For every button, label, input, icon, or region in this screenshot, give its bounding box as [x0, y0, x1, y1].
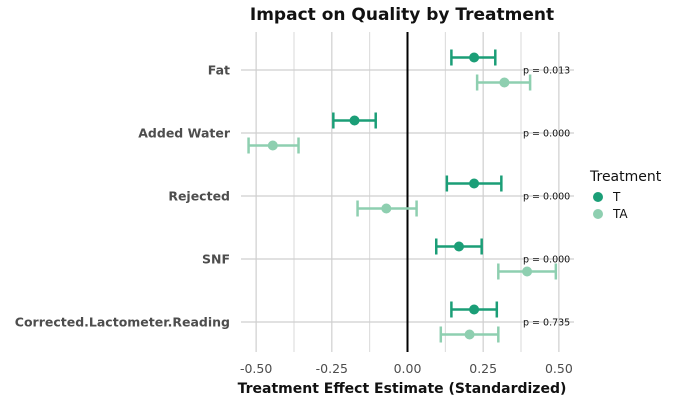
x-tick-label: 0.50	[545, 361, 573, 376]
point-estimate	[464, 329, 475, 340]
x-tick-label: -0.25	[316, 361, 348, 376]
error-bar-t	[445, 175, 503, 192]
legend-key-ta	[593, 209, 603, 219]
point-estimate	[469, 52, 480, 63]
error-bar-t	[332, 112, 377, 129]
p-value-label: p = 0.000	[523, 129, 570, 140]
x-tick-label: -0.50	[240, 361, 272, 376]
error-bar-t	[450, 49, 497, 66]
point-estimate	[381, 203, 392, 214]
error-bar-ta	[439, 326, 500, 343]
point-estimate	[499, 77, 510, 88]
x-tick-labels: -0.50 -0.25 0.00 0.25 0.50	[240, 361, 573, 376]
x-tick-label: 0.25	[469, 361, 497, 376]
p-value-label: p = 0.013	[523, 66, 570, 77]
error-bar-t	[435, 238, 483, 255]
legend: Treatment T TA	[589, 169, 662, 221]
legend-label: TA	[612, 207, 628, 221]
point-estimate	[267, 140, 278, 151]
p-value-label: p = 0.000	[523, 255, 570, 266]
legend-label: T	[612, 190, 621, 204]
y-tick-labels: Fat Added Water Rejected SNF Corrected.Lacto…	[15, 63, 231, 330]
p-value-labels: p = 0.013 p = 0.000 p = 0.000 p = 0.000 p = …	[523, 66, 570, 329]
x-axis-label: Treatment Effect Estimate (Standardized)	[238, 381, 567, 397]
error-bars	[247, 49, 558, 343]
point-estimate	[522, 266, 533, 277]
p-value-label: p = 0.000	[523, 192, 570, 203]
x-tick-label: 0.00	[394, 361, 422, 376]
error-bar-ta	[475, 74, 532, 91]
chart-title: Impact on Quality by Treatment	[250, 5, 554, 25]
point-estimate	[453, 241, 464, 252]
y-tick-label: Fat	[208, 63, 230, 78]
point-estimate	[469, 178, 480, 189]
grid	[241, 32, 574, 352]
error-bar-ta	[497, 263, 558, 280]
error-bar-t	[450, 301, 499, 318]
p-value-label: p = 0.735	[523, 318, 570, 329]
y-tick-label: Rejected	[168, 189, 230, 204]
legend-title: Treatment	[589, 169, 662, 185]
point-estimate	[349, 115, 360, 126]
error-bar-ta	[247, 137, 300, 154]
y-tick-label: Added Water	[138, 126, 231, 141]
point-estimate	[469, 304, 480, 315]
y-tick-label: Corrected.Lactometer.Reading	[15, 315, 230, 330]
y-tick-label: SNF	[202, 252, 230, 267]
error-bar-ta	[356, 200, 418, 217]
legend-key-t	[593, 192, 603, 202]
